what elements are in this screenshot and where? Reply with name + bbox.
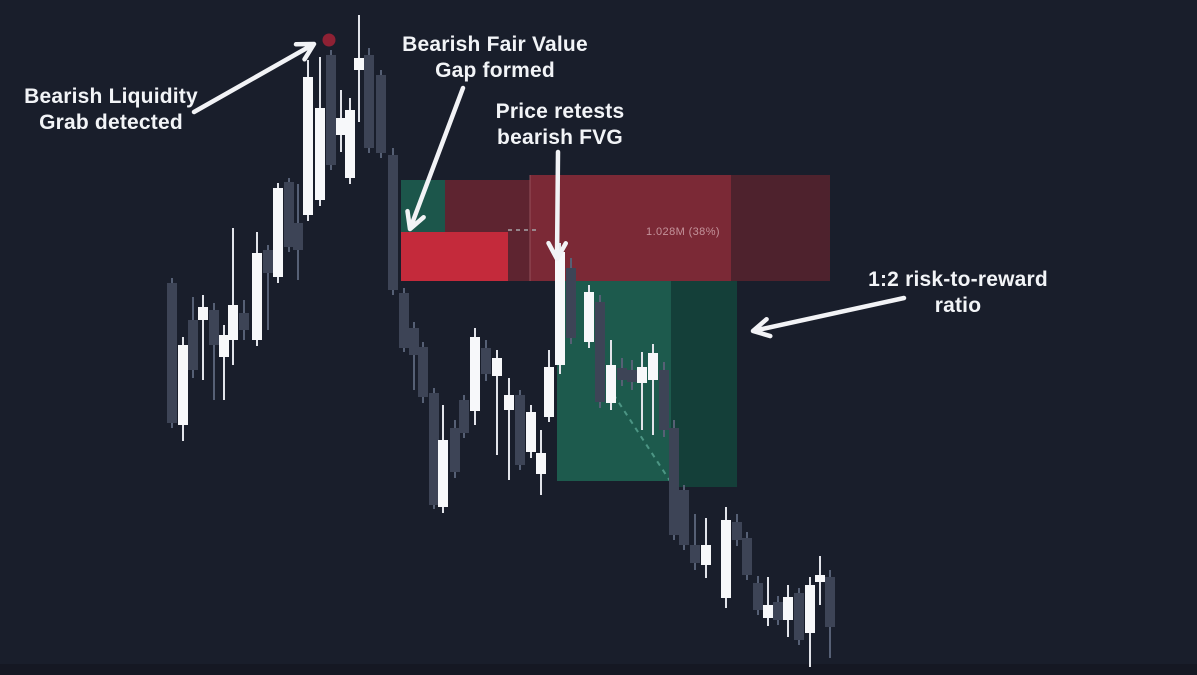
- candle-up: [783, 597, 793, 620]
- candle-down: [239, 313, 249, 330]
- zone-liquidity-red: [401, 232, 508, 281]
- annotation-line: Bearish Liquidity: [24, 85, 198, 108]
- candle-down: [515, 395, 525, 465]
- candle-up: [178, 345, 188, 425]
- candle-down: [753, 583, 763, 610]
- candle-down: [418, 347, 428, 397]
- arrow-liquidity-grab: [191, 41, 317, 115]
- annotation-price-retests-fvg: Price retests bearish FVG: [496, 99, 625, 151]
- position-size-label: 1.028M (38%): [646, 226, 720, 238]
- candle-up: [648, 353, 658, 380]
- candle-up: [492, 358, 502, 376]
- candle-down: [669, 428, 679, 535]
- candle-down: [459, 400, 469, 433]
- candle-up: [606, 365, 616, 403]
- candle-up: [763, 605, 773, 618]
- zone-takeprofit-dark: [671, 281, 737, 487]
- candle-down: [825, 577, 835, 627]
- candle-down: [566, 268, 576, 338]
- annotation-line: Price retests: [495, 100, 625, 123]
- candle-up: [555, 252, 565, 365]
- candle-up: [470, 337, 480, 411]
- candle-up: [438, 440, 448, 507]
- candle-down: [450, 428, 460, 472]
- zone-stoploss-right: [731, 175, 830, 281]
- candle-down: [209, 310, 219, 345]
- candle-up: [526, 412, 536, 452]
- candle-up: [228, 305, 238, 340]
- candle-down: [742, 538, 752, 575]
- candle-up: [544, 367, 554, 417]
- candle-up: [354, 58, 364, 70]
- candle-up: [805, 585, 815, 633]
- candle-down: [263, 250, 273, 273]
- candle-down: [794, 593, 804, 640]
- candle-down: [167, 283, 177, 423]
- liquidity-grab-dot: [322, 33, 336, 47]
- candle-down: [364, 55, 374, 148]
- candle-down: [627, 370, 637, 382]
- arrow-risk-reward: [750, 295, 907, 339]
- candle-down: [376, 75, 386, 153]
- candle-down: [284, 182, 294, 247]
- candle-up: [315, 108, 325, 200]
- candle-down: [595, 302, 605, 402]
- candle-up: [584, 292, 594, 342]
- candle-down: [690, 545, 700, 563]
- candle-down: [293, 223, 303, 250]
- annotation-bearish-fvg-formed: Bearish Fair Value Gap formed: [402, 32, 588, 84]
- candle-up: [198, 307, 208, 320]
- candle-down: [773, 602, 783, 620]
- candle-up: [303, 77, 313, 215]
- candle-down: [409, 328, 419, 355]
- candle-down: [679, 490, 689, 545]
- candle-up: [345, 110, 355, 178]
- annotation-line: 1:2 risk-to-reward: [868, 268, 1048, 291]
- candle-up: [219, 335, 229, 357]
- candle-up: [815, 575, 825, 582]
- annotation-line: bearish FVG: [497, 126, 623, 149]
- candle-down: [617, 368, 627, 380]
- candle-up: [721, 520, 731, 598]
- arrow-fvg-retest: [546, 149, 569, 262]
- candle-up: [637, 367, 647, 383]
- candle-down: [399, 293, 409, 348]
- annotation-risk-reward-ratio: 1:2 risk-to-reward ratio: [868, 267, 1048, 319]
- candle-down: [732, 522, 742, 540]
- candle-down: [388, 155, 398, 290]
- annotation-bearish-liquidity-grab: Bearish Liquidity Grab detected: [24, 84, 198, 136]
- candle-down: [188, 320, 198, 370]
- candle-down: [659, 370, 669, 430]
- candle-up: [701, 545, 711, 565]
- candle-up: [504, 395, 514, 410]
- zone-bottom-fade: [0, 664, 1197, 675]
- annotation-line: Grab detected: [39, 111, 183, 134]
- candle-up: [252, 253, 262, 340]
- candle-down: [429, 393, 439, 505]
- candle-down: [326, 55, 336, 165]
- candle-up: [536, 453, 546, 474]
- annotation-line: Bearish Fair Value: [402, 33, 588, 56]
- candle-up: [273, 188, 283, 277]
- annotation-line: Gap formed: [435, 59, 555, 82]
- candle-down: [481, 348, 491, 374]
- annotation-line: ratio: [934, 294, 982, 317]
- arrow-fvg-formed: [405, 85, 466, 232]
- candle-up: [336, 118, 346, 135]
